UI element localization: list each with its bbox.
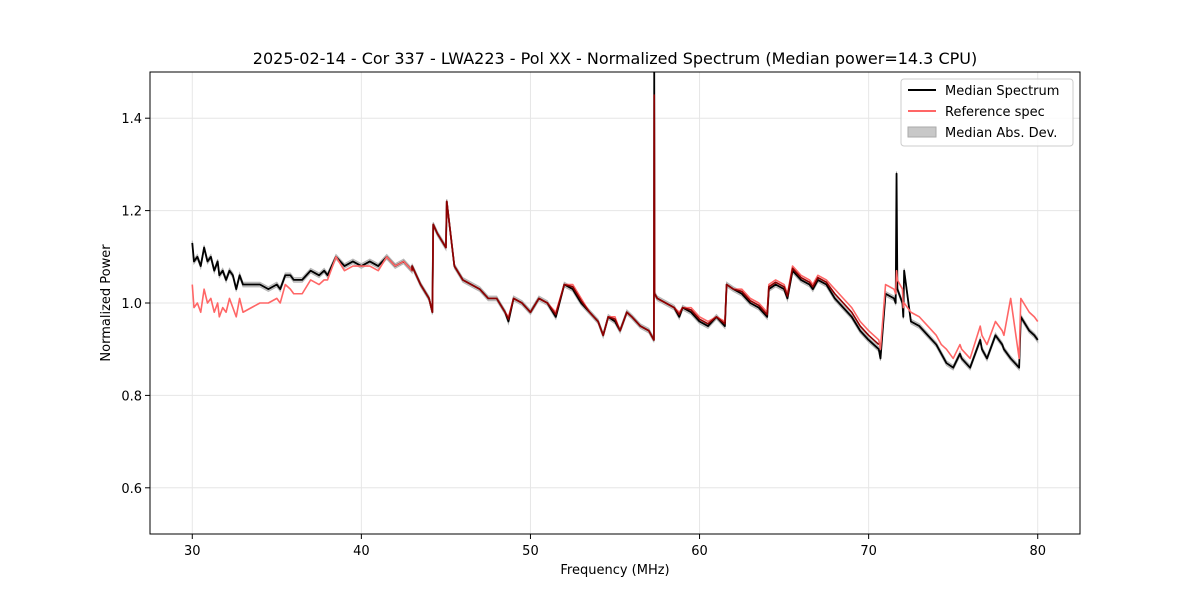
y-tick-label: 0.8 bbox=[121, 389, 142, 404]
x-tick-label: 80 bbox=[1029, 544, 1046, 559]
y-tick-label: 1.0 bbox=[121, 297, 142, 312]
legend-median-label: Median Spectrum bbox=[945, 84, 1059, 99]
legend-reference-label: Reference spec bbox=[945, 105, 1045, 120]
y-tick-label: 1.4 bbox=[121, 112, 142, 127]
x-axis: 30 40 50 60 70 80 bbox=[184, 534, 1046, 559]
legend-box bbox=[900, 78, 1074, 147]
x-tick-label: 30 bbox=[184, 544, 201, 559]
legend: Median Spectrum Reference spec Median Ab… bbox=[900, 78, 1074, 147]
legend-mad-label: Median Abs. Dev. bbox=[945, 126, 1057, 141]
x-tick-label: 50 bbox=[522, 544, 539, 559]
x-tick-label: 70 bbox=[860, 544, 877, 559]
y-tick-label: 1.2 bbox=[121, 205, 142, 220]
x-tick-label: 40 bbox=[353, 544, 370, 559]
y-tick-label: 0.6 bbox=[121, 482, 142, 497]
x-tick-label: 60 bbox=[691, 544, 708, 559]
x-axis-label: Frequency (MHz) bbox=[560, 563, 669, 578]
overlap-line bbox=[411, 94, 880, 346]
y-axis-label: Normalized Power bbox=[99, 244, 114, 362]
legend-mad-swatch bbox=[907, 126, 937, 138]
plot-area bbox=[191, 72, 1039, 372]
y-axis: 0.6 0.8 1.0 1.2 1.4 bbox=[121, 112, 150, 497]
chart-title: 2025-02-14 - Cor 337 - LWA223 - Pol XX -… bbox=[253, 49, 977, 68]
